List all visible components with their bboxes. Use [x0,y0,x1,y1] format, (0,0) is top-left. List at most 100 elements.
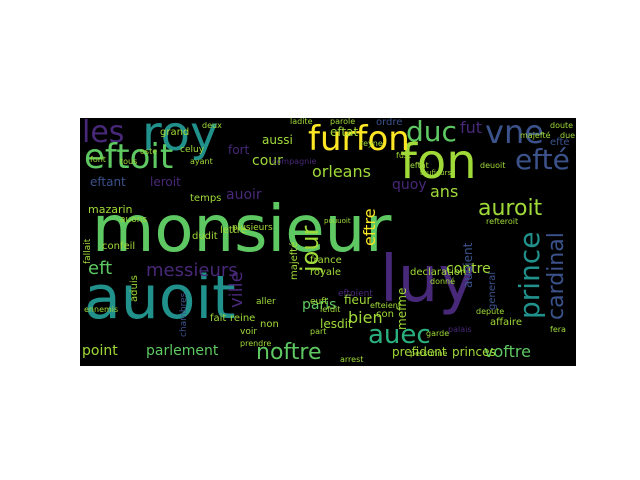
word-30: fut [460,118,483,137]
word-91: deux [202,121,222,130]
word-72: voir [240,327,258,337]
word-67: majefté [520,131,551,140]
word-54: declaration [410,267,467,278]
word-13: auroit [478,196,543,221]
word-87: due [560,131,576,140]
word-69: eftoient [338,289,373,299]
word-94: personne [410,349,448,358]
word-96: ayant [190,157,213,166]
word-28: cour [252,153,283,169]
word-98: toufiours [420,169,452,177]
word-46: ordre [376,118,403,128]
word-22: prefident [392,345,447,359]
word-93: refteroit [486,217,519,226]
word-81: lefdit [320,305,341,314]
word-97: prendre [240,339,272,348]
word-19: point [82,343,118,359]
word-70: part [310,327,327,336]
word-18: parlement [146,343,219,359]
word-92: palais [448,325,472,334]
word-11: prince [513,231,546,319]
word-25: orleans [312,162,371,181]
word-cloud: monsieur auoit luy roy fon les vne efté eftoit fu… [80,118,576,366]
word-17: noftre [256,340,322,365]
word-101: tous [120,157,138,166]
word-84: depute [476,307,505,316]
word-51: efté [550,137,570,148]
word-63: auons [120,215,148,225]
word-7: efté [515,143,570,176]
word-90: ladite [290,118,313,126]
word-89: parole [330,118,356,126]
word-57: france [310,255,342,266]
word-100: fust [396,151,412,160]
word-38: fieur [344,293,372,307]
word-0: monsieur [92,193,392,267]
word-59: dudit [192,231,218,242]
word-29: quoy [392,177,427,193]
word-35: paris [302,297,337,313]
word-10: duc [406,118,457,148]
word-20: voftre [484,342,531,361]
word-82: con [376,309,394,320]
word-1: auoit [84,263,236,333]
word-77: efteient [370,301,402,310]
word-8: eftoit [84,137,174,177]
word-24: contre [446,261,491,277]
word-40: leroit [150,175,181,189]
word-64: celuy [180,145,205,155]
word-65: compagnie [272,157,317,166]
word-2: luy [380,243,477,317]
word-3: roy [142,118,219,162]
word-61: aduis [129,275,140,302]
word-78: chambres [179,292,189,338]
word-88: oste [140,147,158,156]
word-12: cardinal [544,231,569,320]
word-85: eftat [410,161,429,170]
word-21: princes [452,345,496,359]
word-60: confeil [102,241,136,252]
word-62: fallait [83,238,93,264]
word-44: fort [228,143,250,157]
word-42: auoir [226,187,262,203]
word-49: fait [210,313,227,324]
word-76: donné [430,277,456,286]
word-52: general [487,271,498,310]
word-32: ans [430,182,459,201]
word-73: arrest [340,355,364,364]
word-71: aller [256,297,276,307]
word-74: fera [550,325,566,334]
word-50: non [260,319,279,330]
word-23: bien [348,308,383,327]
word-16: messieurs [146,260,238,281]
word-36: lesdit [320,317,353,331]
word-80: font [90,155,106,164]
word-66: deuoit [480,161,506,170]
word-75: garde [426,329,450,338]
word-99: reyne [360,139,383,148]
word-86: doute [550,121,574,130]
word-39: eftant [90,175,126,189]
word-47: temps [190,193,222,204]
word-5: les [82,118,125,150]
word-43: aussi [262,133,293,147]
word-83: euft [310,297,328,307]
word-9: furfon [308,119,410,159]
word-58: lettre [220,225,247,236]
word-33: auoient [461,243,475,289]
word-79: ennemis [84,305,119,314]
word-45: grand [160,127,190,138]
word-48: reine [230,313,256,324]
word-31: eftat [330,125,359,139]
word-95: pouuoit [324,217,351,225]
word-56: royale [310,267,341,278]
word-41: mazarin [88,203,133,216]
word-55: majefté [289,241,300,280]
word-15: eft [88,258,113,279]
word-4: fon [400,134,477,190]
word-68: plusieurs [232,223,273,233]
word-27: eftre [360,208,379,246]
word-6: vne [485,118,544,151]
word-34: ville [226,271,247,308]
word-53: affaire [490,317,522,328]
